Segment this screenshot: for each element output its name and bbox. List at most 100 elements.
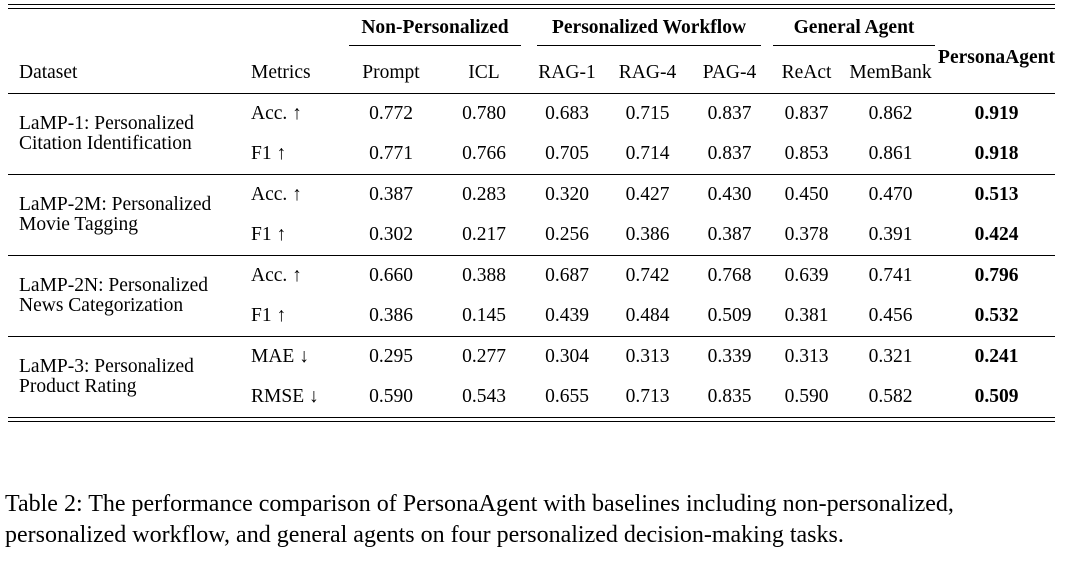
value-cell: 0.582 — [868, 386, 913, 407]
value-cell: 0.590 — [369, 386, 413, 407]
value-cell: 0.256 — [545, 224, 589, 245]
table-row: LaMP-2N: Personalized News Categorizatio… — [8, 255, 1056, 337]
column-header-membank: MemBank — [849, 62, 932, 83]
value-cell: 0.741 — [843, 255, 939, 296]
value-cell: 0.439 — [545, 305, 589, 326]
value-cell: 0.543 — [462, 386, 506, 407]
group-header-non-personalized: Non-Personalized — [342, 9, 528, 53]
column-header-dataset: Dataset — [19, 62, 78, 83]
value-cell: 0.837 — [707, 143, 752, 164]
value-cell: 0.388 — [440, 255, 528, 296]
dataset-cell: LaMP-2N: Personalized News Categorizatio… — [8, 255, 245, 337]
value-cell: 0.705 — [545, 143, 589, 164]
best-value-cell: 0.532 — [974, 305, 1019, 326]
value-cell: 0.835 — [707, 386, 752, 407]
value-cell: 0.277 — [440, 336, 528, 377]
table-row: LaMP-3: Personalized Product Rating MAE … — [8, 336, 1056, 417]
metric-cell: Acc. ↑ — [245, 93, 342, 134]
best-value-cell: 0.509 — [974, 386, 1019, 407]
table-row: F1 ↑ 0.386 0.145 0.439 0.484 0.509 0.381… — [8, 296, 1055, 337]
value-cell: 0.320 — [528, 174, 606, 215]
top-rule — [8, 4, 1055, 5]
column-header-pag4: PAG-4 — [702, 62, 757, 83]
table-row: RMSE ↓ 0.590 0.543 0.655 0.713 0.835 0.5… — [8, 377, 1055, 417]
bottom-rule-second — [8, 421, 1055, 422]
value-cell: 0.386 — [369, 305, 413, 326]
metric-cell: MAE ↓ — [245, 336, 342, 377]
metric-cell: F1 ↑ — [251, 224, 287, 245]
column-header-metrics: Metrics — [251, 62, 311, 83]
value-cell: 0.772 — [342, 93, 440, 134]
value-cell: 0.715 — [606, 93, 689, 134]
value-cell: 0.304 — [528, 336, 606, 377]
group-header-row: Non-Personalized Personalized Workflow G… — [8, 9, 1055, 68]
value-cell: 0.302 — [369, 224, 413, 245]
dataset-cell: LaMP-2M: Personalized Movie Tagging — [8, 174, 245, 256]
value-cell: 0.450 — [770, 174, 844, 215]
value-cell: 0.313 — [770, 336, 844, 377]
table-row: F1 ↑ 0.302 0.217 0.256 0.386 0.387 0.378… — [8, 215, 1055, 256]
value-cell: 0.714 — [625, 143, 670, 164]
best-value-cell: 0.424 — [974, 224, 1019, 245]
value-cell: 0.837 — [770, 93, 844, 134]
value-cell: 0.387 — [342, 174, 440, 215]
column-header-prompt: Prompt — [362, 62, 420, 83]
results-table-container: Non-Personalized Personalized Workflow G… — [8, 4, 1056, 422]
column-header-icl: ICL — [468, 62, 500, 83]
group-header-personalized-workflow: Personalized Workflow — [528, 9, 770, 53]
value-cell: 0.313 — [606, 336, 689, 377]
value-cell: 0.771 — [369, 143, 413, 164]
metric-cell: F1 ↑ — [251, 305, 287, 326]
value-cell: 0.217 — [462, 224, 506, 245]
value-cell: 0.387 — [707, 224, 752, 245]
best-value-cell: 0.796 — [938, 255, 1056, 296]
value-cell: 0.837 — [689, 93, 771, 134]
value-cell: 0.766 — [462, 143, 506, 164]
value-cell: 0.687 — [528, 255, 606, 296]
value-cell: 0.590 — [784, 386, 829, 407]
best-value-cell: 0.241 — [938, 336, 1056, 377]
value-cell: 0.321 — [843, 336, 939, 377]
value-cell: 0.456 — [868, 305, 913, 326]
value-cell: 0.339 — [689, 336, 771, 377]
value-cell: 0.509 — [707, 305, 752, 326]
bottom-rule-group — [8, 417, 1055, 422]
value-cell: 0.427 — [606, 174, 689, 215]
column-header-react: ReAct — [781, 62, 832, 83]
value-cell: 0.861 — [868, 143, 913, 164]
table-caption: Table 2: The performance comparison of P… — [5, 491, 954, 548]
table-row: LaMP-2M: Personalized Movie Tagging Acc.… — [8, 174, 1056, 256]
value-cell: 0.742 — [606, 255, 689, 296]
value-cell: 0.639 — [770, 255, 844, 296]
metric-cell: Acc. ↑ — [245, 255, 342, 296]
dataset-cell: LaMP-1: Personalized Citation Identifica… — [8, 93, 245, 175]
value-cell: 0.430 — [689, 174, 771, 215]
column-header-rag1: RAG-1 — [538, 62, 596, 83]
value-cell: 0.853 — [784, 143, 829, 164]
value-cell: 0.470 — [843, 174, 939, 215]
results-table: Non-Personalized Personalized Workflow G… — [8, 9, 1056, 417]
value-cell: 0.386 — [625, 224, 670, 245]
bottom-rule — [8, 417, 1055, 418]
table-row: LaMP-1: Personalized Citation Identifica… — [8, 93, 1056, 175]
table-row: F1 ↑ 0.771 0.766 0.705 0.714 0.837 0.853… — [8, 134, 1055, 175]
value-cell: 0.768 — [689, 255, 771, 296]
value-cell: 0.381 — [784, 305, 829, 326]
best-value-cell: 0.918 — [974, 143, 1019, 164]
metric-cell: Acc. ↑ — [245, 174, 342, 215]
value-cell: 0.655 — [545, 386, 589, 407]
column-header-row: Dataset Metrics Prompt ICL RAG-1 RAG-4 P… — [8, 53, 1055, 94]
metric-cell: F1 ↑ — [251, 143, 287, 164]
value-cell: 0.683 — [528, 93, 606, 134]
value-cell: 0.713 — [625, 386, 670, 407]
dataset-cell: LaMP-3: Personalized Product Rating — [8, 336, 245, 417]
value-cell: 0.283 — [440, 174, 528, 215]
value-cell: 0.295 — [342, 336, 440, 377]
value-cell: 0.660 — [342, 255, 440, 296]
best-value-cell: 0.919 — [938, 93, 1056, 134]
top-rule-second — [8, 8, 1055, 9]
value-cell: 0.145 — [462, 305, 506, 326]
value-cell: 0.391 — [868, 224, 913, 245]
metric-cell: RMSE ↓ — [251, 386, 319, 407]
value-cell: 0.862 — [843, 93, 939, 134]
